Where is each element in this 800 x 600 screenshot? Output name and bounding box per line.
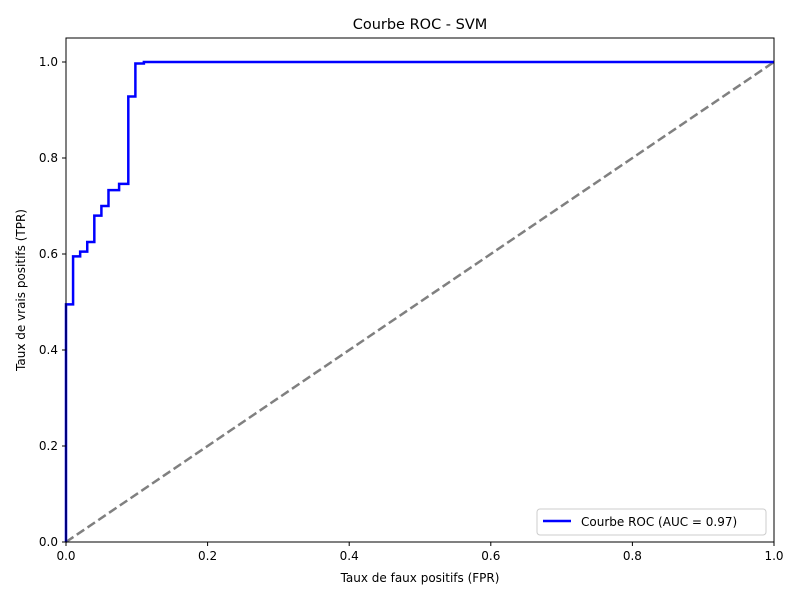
x-tick-label: 0.4 (340, 549, 359, 563)
legend-box (536, 508, 767, 536)
roc-curve-line (64, 60, 774, 542)
legend-label-roc: Courbe ROC (AUC = 0.97) (581, 515, 737, 529)
x-tick-label: 0.0 (56, 549, 75, 563)
y-tick-label: 0.0 (39, 535, 58, 549)
chart-title: Courbe ROC - SVM (353, 17, 488, 33)
x-axis: 0.0 0.2 0.4 0.6 0.8 1.0 (56, 542, 784, 563)
x-tick-label: 1.0 (764, 549, 783, 563)
x-tick-label: 0.2 (198, 549, 217, 563)
y-tick-label: 0.6 (39, 247, 58, 261)
y-axis-label: Taux de vrais positifs (TPR) (14, 209, 28, 372)
y-tick-label: 0.2 (39, 439, 58, 453)
legend: Courbe ROC (AUC = 0.97) (536, 508, 767, 536)
y-tick-label: 0.4 (39, 343, 58, 357)
x-tick-label: 0.6 (481, 549, 500, 563)
random-classifier-line (65, 60, 775, 544)
plot-area (64, 60, 775, 544)
plot-frame (65, 37, 775, 543)
x-axis-label: Taux de faux positifs (FPR) (340, 571, 500, 585)
y-tick-label: 0.8 (39, 151, 58, 165)
y-tick-label: 1.0 (39, 55, 58, 69)
y-axis: 0.0 0.2 0.4 0.6 0.8 1.0 (39, 55, 66, 549)
x-tick-label: 0.8 (623, 549, 642, 563)
